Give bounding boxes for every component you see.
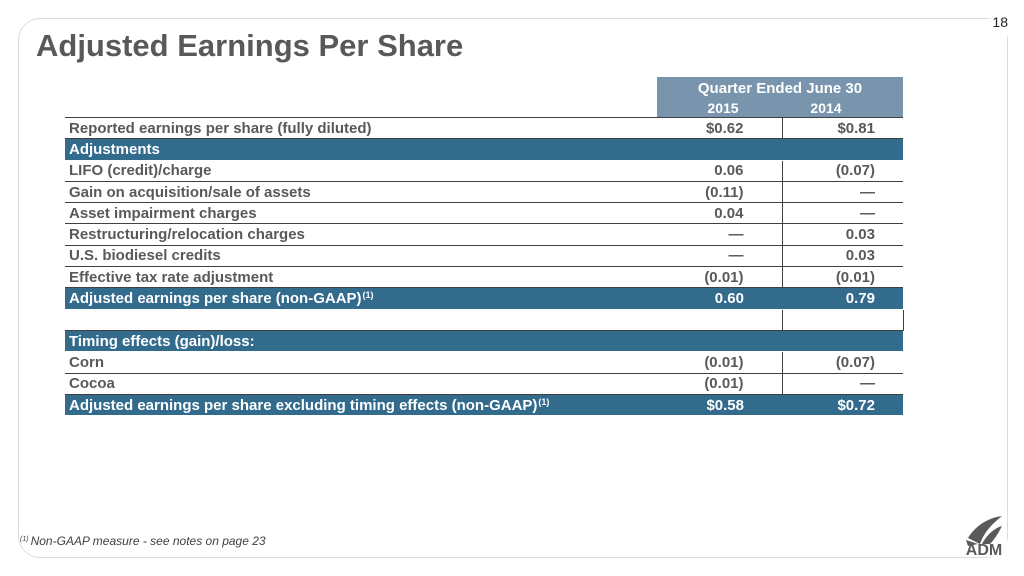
- value-2015: $0.62: [657, 116, 783, 140]
- logo-text: ADM: [965, 542, 1003, 559]
- row-label: Reported earnings per share (fully dilut…: [65, 116, 657, 140]
- value-2014: [782, 138, 903, 161]
- row-label: LIFO (credit)/charge: [65, 160, 657, 182]
- row-label: U.S. biodiesel credits: [65, 245, 657, 268]
- value-2014: (0.07): [782, 351, 903, 374]
- value-2015: 0.60: [657, 287, 782, 310]
- footnote-marker: (1): [20, 536, 29, 543]
- row-label: Adjusted earnings per share (non-GAAP)(1…: [65, 287, 657, 310]
- row-label: Corn: [65, 351, 657, 374]
- adm-leaf-logo-icon: [966, 516, 1002, 546]
- value-2014: (0.07): [782, 160, 903, 182]
- value-2015: [657, 330, 782, 353]
- table-row: Cocoa (0.01) —: [65, 373, 903, 395]
- table-row: LIFO (credit)/charge 0.06 (0.07): [65, 160, 903, 182]
- row-label: Effective tax rate adjustment: [65, 266, 657, 289]
- value-2014: $0.72: [782, 394, 903, 417]
- value-2015: [657, 138, 782, 161]
- value-2015: —: [657, 245, 783, 268]
- value-2015: —: [657, 223, 783, 246]
- spacer-row: [65, 309, 904, 331]
- table-row: Restructuring/relocation charges — 0.03: [65, 223, 903, 246]
- value-2014: 0.03: [782, 223, 903, 246]
- section-row: Timing effects (gain)/loss:: [65, 330, 903, 353]
- row-label: Restructuring/relocation charges: [65, 223, 657, 246]
- period-header: Quarter Ended June 30: [697, 80, 863, 97]
- value-2014: $0.81: [782, 116, 903, 140]
- row-label-text: Adjusted earnings per share excluding ti…: [69, 396, 538, 414]
- value-2015: (0.11): [657, 181, 783, 204]
- footnote-text: Non-GAAP measure - see notes on page 23: [30, 534, 266, 548]
- table-row: Corn (0.01) (0.07): [65, 351, 903, 374]
- frame-notch-top-right: [961, 19, 1007, 65]
- row-label: Gain on acquisition/sale of assets: [65, 181, 657, 204]
- eps-table: Reported earnings per share (fully dilut…: [65, 116, 904, 417]
- row-label: Adjustments: [65, 138, 657, 161]
- value-2014: 0.03: [782, 245, 903, 268]
- value-2015: 0.06: [657, 160, 783, 182]
- page-number: 18: [992, 14, 1008, 30]
- footnote-ref: (1): [362, 290, 374, 301]
- value-2014: 0.79: [782, 287, 903, 310]
- value-2014: (0.01): [782, 266, 903, 289]
- row-label: Asset impairment charges: [65, 202, 657, 225]
- row-label: Adjusted earnings per share excluding ti…: [65, 394, 657, 417]
- row-label: Timing effects (gain)/loss:: [65, 330, 657, 353]
- footnote: (1) Non-GAAP measure - see notes on page …: [20, 534, 266, 548]
- value-2015: [657, 309, 783, 331]
- table-row: Asset impairment charges 0.04 —: [65, 202, 903, 225]
- footnote-ref: (1): [538, 396, 550, 407]
- value-2015: 0.04: [657, 202, 783, 225]
- value-2015: (0.01): [657, 351, 783, 374]
- value-2014: —: [782, 181, 903, 204]
- value-2015: $0.58: [657, 394, 782, 417]
- value-2014: [782, 309, 904, 331]
- total-row: Adjusted earnings per share excluding ti…: [65, 394, 903, 417]
- value-2014: [782, 330, 903, 353]
- value-2014: —: [782, 202, 903, 225]
- value-2015: (0.01): [657, 266, 783, 289]
- table-row: Effective tax rate adjustment (0.01) (0.…: [65, 266, 903, 289]
- total-row: Adjusted earnings per share (non-GAAP)(1…: [65, 287, 903, 310]
- table-row: Reported earnings per share (fully dilut…: [65, 116, 903, 140]
- row-label: [65, 309, 657, 331]
- year-header-2014: 2014: [810, 100, 842, 116]
- section-row: Adjustments: [65, 138, 903, 161]
- row-label: Cocoa: [65, 373, 657, 395]
- year-header-2015: 2015: [707, 100, 739, 116]
- column-header: Quarter Ended June 30 2015 2014: [657, 77, 903, 117]
- table-row: Gain on acquisition/sale of assets (0.11…: [65, 181, 903, 204]
- page-title: Adjusted Earnings Per Share: [36, 28, 464, 63]
- row-label-text: Adjusted earnings per share (non-GAAP): [69, 290, 362, 308]
- value-2014: —: [782, 373, 903, 395]
- table-row: U.S. biodiesel credits — 0.03: [65, 245, 903, 268]
- value-2015: (0.01): [657, 373, 783, 395]
